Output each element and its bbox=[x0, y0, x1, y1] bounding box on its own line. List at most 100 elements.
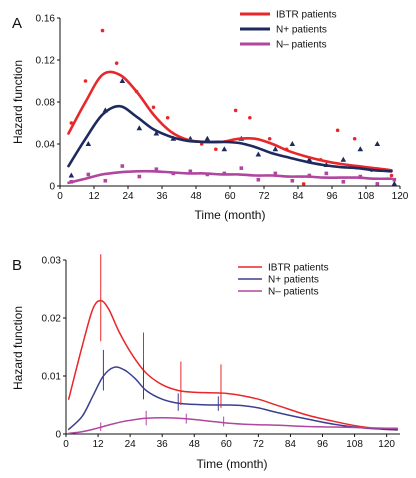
legend-n-plus-label: N+ patients bbox=[268, 275, 319, 286]
panel-b-lines bbox=[67, 299, 399, 435]
n-minus-point bbox=[239, 166, 244, 170]
legend-n-plus-label: N+ patients bbox=[276, 25, 327, 36]
ibtr-point bbox=[233, 108, 238, 113]
n-minus-point bbox=[375, 182, 380, 186]
n-plus-point bbox=[153, 130, 160, 136]
x-tick-label: 120 bbox=[378, 439, 395, 450]
y-tick-label: 0.04 bbox=[36, 140, 56, 151]
x-tick-label: 12 bbox=[93, 439, 105, 450]
x-tick-label: 72 bbox=[253, 439, 265, 450]
n-minus-point bbox=[273, 171, 278, 176]
x-tick-label: 84 bbox=[285, 439, 297, 450]
x-tick-label: 12 bbox=[88, 191, 100, 202]
y-tick-label: 0.01 bbox=[42, 372, 62, 383]
panel-b-error-bars bbox=[100, 254, 225, 432]
n-plus-point bbox=[204, 135, 211, 141]
n-plus-point bbox=[119, 78, 126, 83]
n-plus-point bbox=[68, 172, 75, 178]
n-plus-point bbox=[306, 156, 313, 162]
ibtr-point bbox=[214, 147, 218, 152]
x-tick-label: 108 bbox=[346, 439, 363, 450]
x-tick-label: 24 bbox=[122, 191, 134, 202]
ibtr-point bbox=[100, 28, 105, 33]
x-tick-label: 0 bbox=[63, 439, 69, 450]
y-tick-label: 0.12 bbox=[36, 56, 56, 67]
n-minus-point bbox=[392, 177, 397, 182]
n-minus-point bbox=[137, 174, 142, 179]
panel-a: A 0 12 24 36 48 60 72 84 96 108 120 0 0.04 0.08 0.12 0.… bbox=[11, 10, 409, 223]
ibtr-point bbox=[165, 115, 170, 120]
ibtr-point bbox=[114, 61, 119, 65]
n-plus-point bbox=[340, 156, 347, 162]
x-tick-label: 0 bbox=[57, 191, 63, 202]
legend-n-minus-label: N– patients bbox=[276, 40, 327, 51]
n-minus-point bbox=[188, 169, 193, 174]
panel-a-legend: IBTR patients N+ patients N– patients bbox=[240, 10, 337, 51]
n-minus-point bbox=[256, 177, 261, 182]
x-tick-label: 60 bbox=[221, 439, 233, 450]
y-tick-label: 0.16 bbox=[36, 14, 56, 25]
x-tick-label: 120 bbox=[392, 191, 409, 202]
legend-n-minus-label: N– patients bbox=[268, 287, 319, 298]
n-plus-point bbox=[85, 141, 92, 146]
x-tick-label: 36 bbox=[156, 191, 168, 202]
n-plus-point bbox=[374, 141, 381, 146]
n-minus-point bbox=[120, 164, 125, 168]
ibtr-curve bbox=[67, 70, 393, 172]
ibtr-point bbox=[267, 136, 272, 141]
y-tick-label: 0 bbox=[55, 430, 61, 441]
ibtr-point bbox=[301, 182, 306, 186]
ibtr-point bbox=[352, 136, 357, 141]
n-plus-point bbox=[272, 146, 279, 152]
n-minus-point bbox=[324, 171, 329, 176]
legend-n-minus: N– patients bbox=[240, 40, 327, 51]
n-plus-point bbox=[255, 151, 262, 157]
n-plus-point bbox=[289, 141, 296, 146]
y-tick-label: 0.08 bbox=[36, 98, 56, 109]
n-minus-point bbox=[103, 178, 108, 183]
y-tick-label: 0.02 bbox=[42, 314, 62, 325]
panel-b-x-label: Time (month) bbox=[197, 457, 268, 471]
ibtr-point bbox=[389, 173, 394, 178]
legend-n-minus: N– patients bbox=[238, 287, 319, 298]
x-tick-label: 48 bbox=[189, 439, 201, 450]
x-tick-label: 24 bbox=[125, 439, 137, 450]
x-tick-label: 108 bbox=[358, 191, 375, 202]
legend-ibtr: IBTR patients bbox=[238, 263, 329, 274]
ibtr-point bbox=[335, 128, 340, 133]
ibtr-point bbox=[83, 79, 88, 83]
panel-a-ticks: 0 12 24 36 48 60 72 84 96 108 120 0 0.04 0.08 0.12 0.16 bbox=[36, 14, 409, 203]
y-tick-label: 0 bbox=[49, 182, 55, 193]
n-minus-point bbox=[86, 172, 91, 177]
panel-b-ticks: 0 12 24 36 48 60 72 84 96 108 120 0 0.01 0.02 0.03 bbox=[42, 256, 396, 451]
legend-n-plus: N+ patients bbox=[238, 275, 319, 286]
x-tick-label: 36 bbox=[157, 439, 169, 450]
n-plus-point bbox=[357, 146, 364, 152]
panel-a-x-label: Time (month) bbox=[195, 208, 266, 222]
legend-ibtr-label: IBTR patients bbox=[276, 10, 337, 21]
x-tick-label: 60 bbox=[224, 191, 236, 202]
ibtr-point bbox=[151, 105, 156, 110]
panel-b-letter: B bbox=[12, 257, 22, 274]
x-tick-label: 96 bbox=[326, 191, 338, 202]
legend-ibtr: IBTR patients bbox=[240, 10, 337, 21]
n-minus-curve bbox=[67, 169, 393, 185]
panel-a-y-label: Hazard function bbox=[11, 60, 25, 144]
legend-n-plus: N+ patients bbox=[240, 25, 327, 36]
x-tick-label: 96 bbox=[317, 439, 329, 450]
n-plus-point bbox=[391, 180, 398, 186]
n-plus-point bbox=[221, 146, 228, 152]
ibtr-curve bbox=[67, 299, 399, 431]
x-tick-label: 84 bbox=[292, 191, 304, 202]
y-tick-label: 0.03 bbox=[42, 256, 62, 267]
n-minus-point bbox=[341, 180, 346, 184]
x-tick-label: 72 bbox=[258, 191, 270, 202]
ibtr-point bbox=[248, 115, 252, 120]
panel-b-y-label: Hazard function bbox=[11, 306, 25, 390]
n-minus-point bbox=[154, 167, 159, 171]
x-tick-label: 48 bbox=[190, 191, 202, 202]
n-minus-curve bbox=[67, 417, 399, 435]
n-minus-point bbox=[290, 178, 295, 183]
